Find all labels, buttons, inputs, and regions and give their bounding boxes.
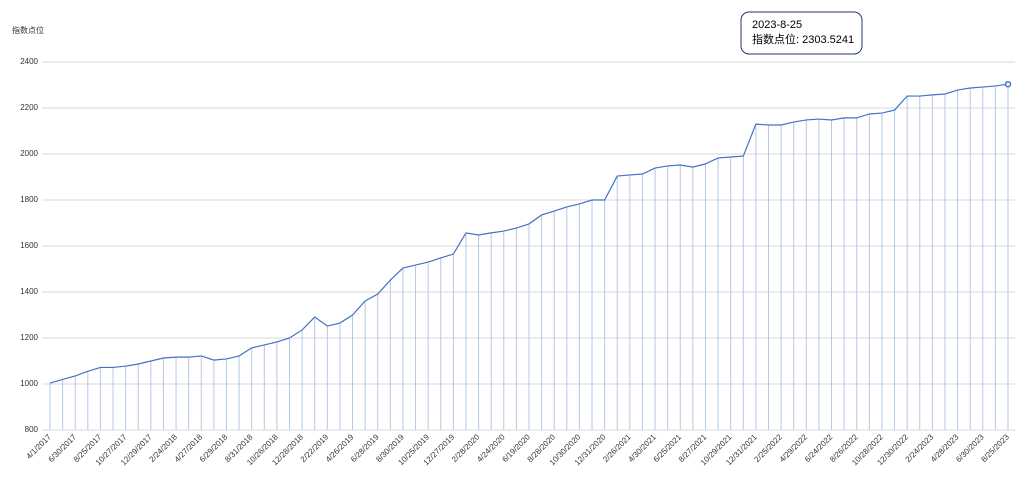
line-series	[49, 83, 1009, 384]
y-tick-label: 1600	[20, 241, 38, 250]
y-tick-label: 2200	[20, 103, 38, 112]
tooltip-box	[740, 11, 863, 55]
plot-area: 800100012001400160018002000220024004/1/2…	[20, 57, 1015, 467]
tooltip-title: 2023-8-25	[752, 19, 802, 31]
y-tick-label: 1400	[20, 287, 38, 296]
y-tick-label: 1200	[20, 333, 38, 342]
y-tick-label: 2400	[20, 57, 38, 66]
x-tick-label: 8/25/2023	[979, 432, 1011, 464]
y-axis-title: 指数点位	[12, 25, 44, 35]
hover-marker	[1004, 80, 1012, 88]
tooltip-text: 指数点位: 2303.5241	[752, 32, 854, 46]
y-tick-label: 1800	[20, 195, 38, 204]
y-tick-label: 1000	[20, 379, 38, 388]
y-tick-label: 2000	[20, 149, 38, 158]
y-tick-label: 800	[25, 425, 39, 434]
